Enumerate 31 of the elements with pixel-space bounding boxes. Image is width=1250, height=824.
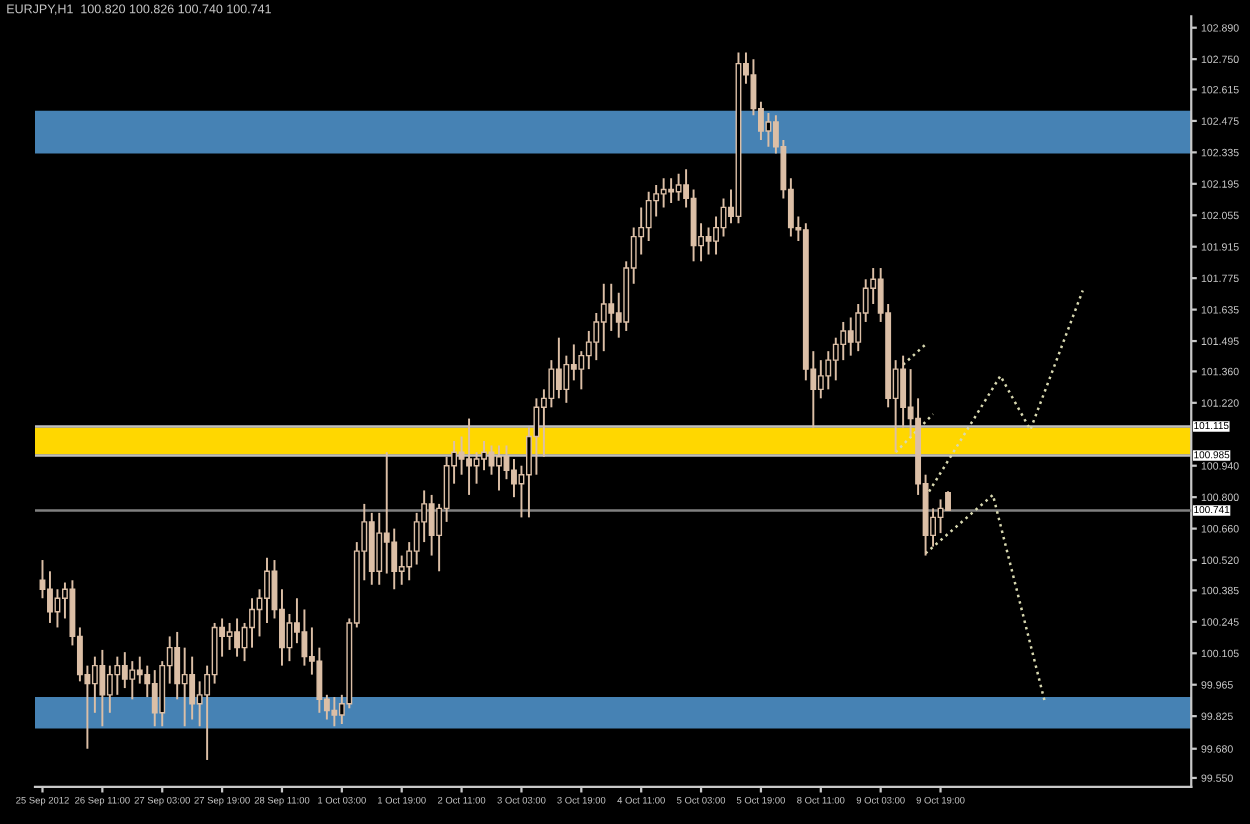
- candlestick: [817, 359, 824, 400]
- candlestick: [91, 655, 98, 714]
- candlestick: [705, 226, 712, 256]
- candlestick: [189, 655, 196, 721]
- candlestick: [496, 444, 502, 492]
- candlestick: [570, 343, 577, 382]
- candlestick: [466, 417, 473, 496]
- candlestick: [660, 177, 667, 209]
- candlestick: [608, 282, 615, 332]
- candlestick: [234, 617, 241, 658]
- candlestick: [600, 282, 607, 353]
- candlestick: [376, 511, 383, 586]
- candlestick: [668, 177, 675, 204]
- candlestick: [847, 316, 854, 357]
- candlestick: [713, 215, 719, 256]
- candlestick: [106, 664, 113, 714]
- candlestick: [129, 660, 136, 701]
- candlestick: [765, 112, 772, 148]
- candlestick: [99, 648, 106, 728]
- candlestick: [645, 190, 652, 243]
- candlestick: [151, 669, 158, 728]
- candlestick: [675, 172, 682, 202]
- candlestick: [181, 646, 188, 728]
- candlestick: [174, 630, 181, 701]
- candlestick: [690, 188, 697, 263]
- candlestick: [555, 336, 562, 400]
- candlestick: [331, 696, 338, 728]
- candlestick: [47, 570, 53, 624]
- candlestick: [226, 621, 233, 651]
- candlestick: [825, 350, 832, 391]
- candlestick: [264, 556, 270, 624]
